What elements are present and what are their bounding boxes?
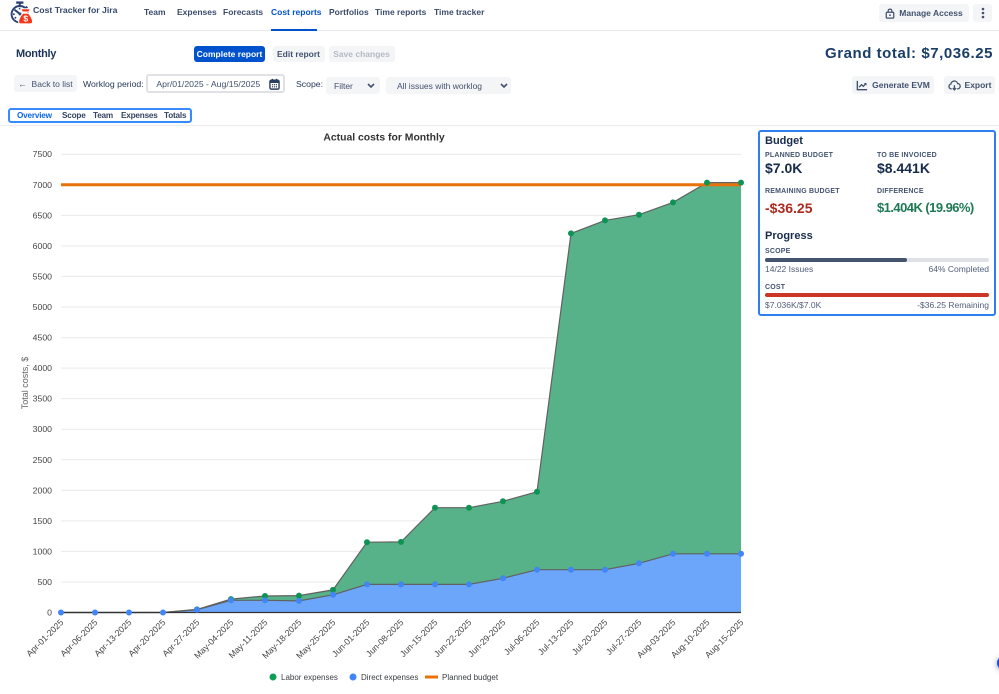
svg-text:1000: 1000 <box>33 546 52 556</box>
svg-text:5000: 5000 <box>33 302 52 312</box>
svg-text:2000: 2000 <box>33 485 52 495</box>
svg-text:Planned budget: Planned budget <box>442 673 499 682</box>
svg-text:6000: 6000 <box>33 241 52 251</box>
svg-text:Total costs, $: Total costs, $ <box>20 357 30 410</box>
svg-text:4500: 4500 <box>33 333 52 343</box>
svg-text:3000: 3000 <box>33 424 52 434</box>
svg-text:Actual costs for Monthly: Actual costs for Monthly <box>323 133 444 144</box>
svg-text:7500: 7500 <box>33 149 52 159</box>
svg-text:3500: 3500 <box>33 394 52 404</box>
svg-text:1500: 1500 <box>33 516 52 526</box>
svg-text:500: 500 <box>38 577 53 587</box>
svg-text:$: $ <box>23 14 28 24</box>
svg-text:5500: 5500 <box>33 271 52 281</box>
svg-text:Jul-13-2025: Jul-13-2025 <box>536 617 576 657</box>
svg-text:7000: 7000 <box>33 180 52 190</box>
svg-text:4000: 4000 <box>33 363 52 373</box>
svg-text:Jul-06-2025: Jul-06-2025 <box>502 617 542 657</box>
svg-text:2500: 2500 <box>33 455 52 465</box>
svg-text:6500: 6500 <box>33 210 52 220</box>
svg-text:Labor expenses: Labor expenses <box>281 673 338 682</box>
svg-text:0: 0 <box>47 608 52 618</box>
svg-text:Direct expenses: Direct expenses <box>361 673 418 682</box>
svg-text:Jul-20-2025: Jul-20-2025 <box>570 617 610 657</box>
